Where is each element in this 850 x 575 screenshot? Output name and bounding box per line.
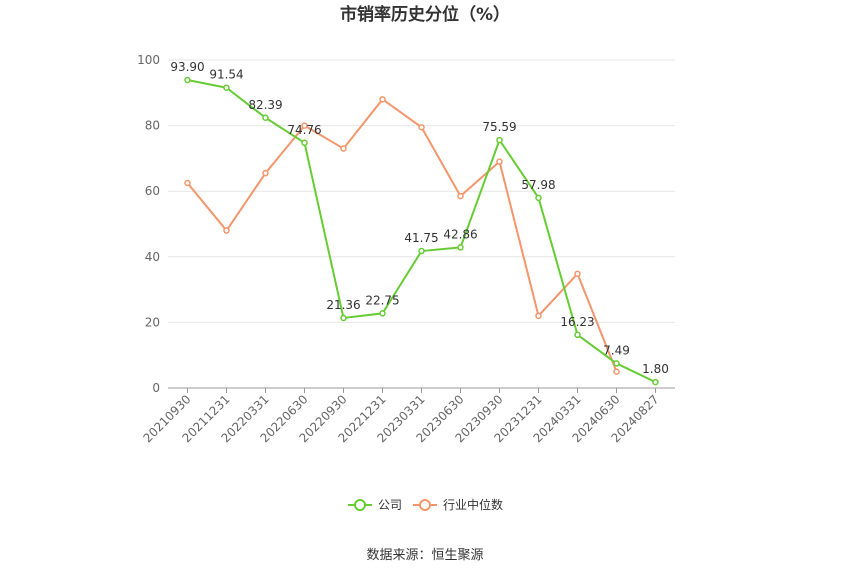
company-data-label: 82.39 (248, 98, 282, 112)
company-data-label: 74.76 (287, 123, 321, 137)
y-tick-label: 40 (145, 250, 160, 264)
industry-median-data-point[interactable] (301, 122, 308, 129)
y-tick-label: 60 (145, 184, 160, 198)
company-data-point[interactable] (418, 247, 425, 255)
company-data-point[interactable] (496, 136, 503, 144)
industry-median-data-point[interactable] (262, 169, 269, 177)
company-data-point[interactable] (613, 360, 620, 367)
company-data-point[interactable] (301, 139, 308, 147)
company-data-point[interactable] (535, 194, 542, 202)
industry-median-data-point[interactable] (379, 96, 386, 103)
data-labels: 93.90 91.54 82.39 74.76 21.36 22.75 41.75 42.86… (170, 60, 669, 376)
company-data-point[interactable] (457, 244, 464, 251)
company-data-point[interactable] (379, 310, 386, 317)
chart-title: 市销率历史分位（%） (340, 4, 510, 25)
legend: 公司 行业中位数 (348, 497, 503, 512)
industry-median-data-point[interactable] (457, 192, 464, 200)
industry-median-data-point[interactable] (613, 368, 620, 375)
data-source: 数据来源：恒生聚源 (366, 548, 483, 563)
company-data-label: 57.98 (521, 178, 555, 192)
company-data-label: 16.23 (560, 315, 594, 329)
company-data-point[interactable] (652, 378, 659, 386)
industry-median-data-point[interactable] (496, 158, 503, 165)
legend-item-industry-median[interactable]: 行业中位数 (413, 497, 503, 512)
legend-item-company[interactable]: 公司 (348, 498, 402, 512)
y-tick-label: 0 (152, 381, 160, 395)
company-data-label: 41.75 (404, 231, 438, 245)
company-data-label: 21.36 (326, 298, 360, 312)
company-data-label: 7.49 (603, 343, 630, 357)
company-data-label: 93.90 (170, 60, 204, 74)
company-data-point[interactable] (262, 114, 269, 122)
industry-median-data-point[interactable] (184, 179, 191, 187)
company-data-label: 22.75 (365, 293, 399, 307)
series-layer (184, 76, 659, 386)
legend-industry-marker (419, 499, 431, 511)
industry-median-data-point[interactable] (535, 312, 542, 320)
industry-median-data-point[interactable] (418, 123, 425, 131)
x-axis: 2021093020211231202203312022063020220930… (141, 388, 662, 445)
legend-company-marker (354, 499, 366, 511)
y-tick-label: 100 (137, 53, 160, 67)
industry-median-data-point[interactable] (223, 227, 230, 234)
industry-median-data-point[interactable] (340, 145, 347, 152)
company-data-point[interactable] (340, 314, 347, 322)
legend-company-label: 公司 (378, 498, 402, 512)
y-axis: 0 20 40 60 80 100 (137, 53, 160, 395)
company-data-label: 42.86 (443, 227, 477, 241)
y-tick-label: 20 (145, 315, 160, 329)
company-data-point[interactable] (223, 84, 230, 91)
company-data-label: 75.59 (482, 120, 516, 134)
y-tick-label: 80 (145, 119, 160, 133)
industry-median-series-line (186, 98, 618, 372)
company-data-label: 91.54 (209, 68, 243, 82)
company-data-label: 1.80 (642, 362, 669, 376)
legend-industry-label: 行业中位数 (443, 497, 503, 512)
company-data-point[interactable] (184, 76, 191, 84)
industry-median-data-point[interactable] (574, 270, 581, 278)
grid (168, 59, 675, 323)
company-data-point[interactable] (574, 331, 581, 339)
